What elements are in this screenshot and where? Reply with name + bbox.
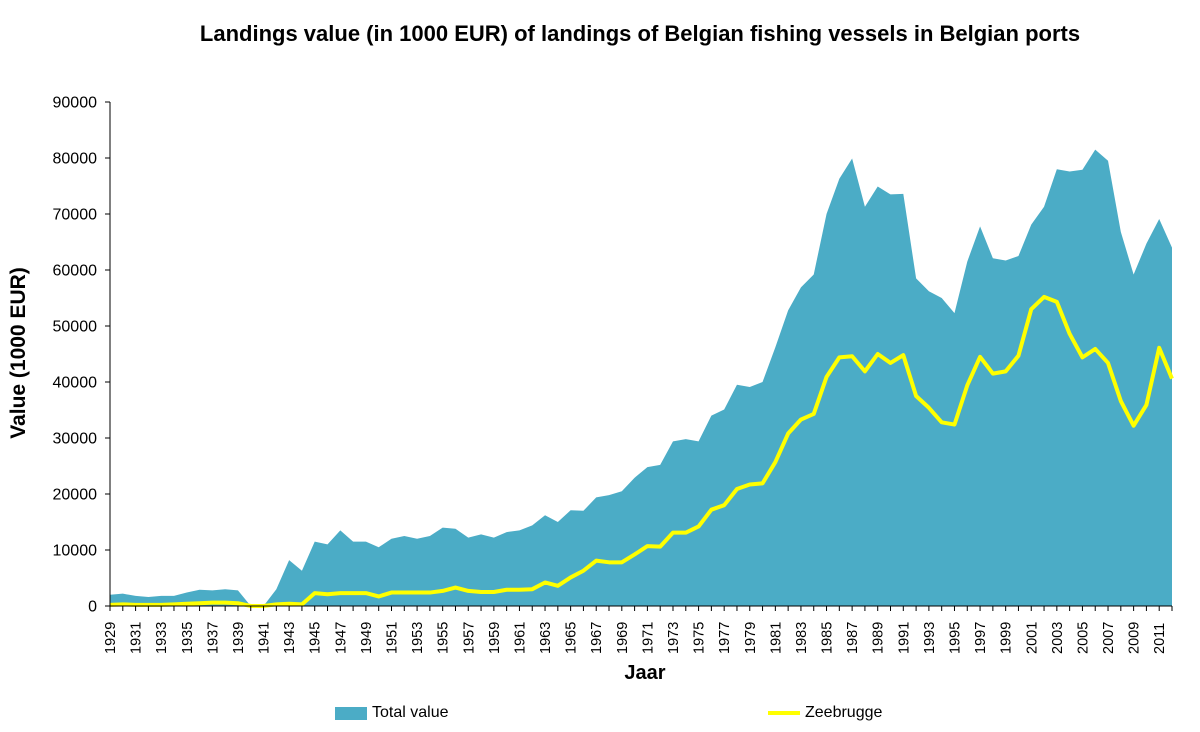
x-tick-label: 2003 bbox=[1050, 622, 1066, 654]
x-tick-label: 1941 bbox=[257, 622, 273, 654]
x-tick-label: 1937 bbox=[205, 622, 221, 654]
x-tick-label: 1935 bbox=[180, 622, 196, 654]
legend-label-total: Total value bbox=[372, 704, 449, 721]
x-axis-title: Jaar bbox=[624, 662, 665, 684]
x-tick-label: 1961 bbox=[512, 622, 528, 654]
x-tick-label: 1983 bbox=[794, 622, 810, 654]
legend-item-total: Total value bbox=[335, 704, 449, 722]
x-tick-label: 1965 bbox=[564, 622, 580, 654]
x-tick-label: 1981 bbox=[768, 622, 784, 654]
x-tick-label: 1949 bbox=[359, 622, 375, 654]
axes: 0 10000 20000 30000 40000 50000 60000 70000 8000… bbox=[53, 95, 1173, 654]
x-tick-label: 1969 bbox=[615, 622, 631, 654]
x-tick-label: 2009 bbox=[1127, 622, 1143, 654]
x-tick-label: 1945 bbox=[308, 622, 324, 654]
x-tick-label: 1929 bbox=[103, 622, 119, 654]
x-tick-label: 1939 bbox=[231, 622, 247, 654]
x-tick-label: 1991 bbox=[896, 622, 912, 654]
x-tick-label: 1959 bbox=[487, 622, 503, 654]
x-tick-label: 1985 bbox=[820, 622, 836, 654]
x-tick-label: 1977 bbox=[717, 622, 733, 654]
legend-label-zeebrugge: Zeebrugge bbox=[805, 704, 883, 721]
y-tick-label: 10000 bbox=[53, 543, 98, 560]
x-tick-label: 1989 bbox=[871, 622, 887, 654]
y-tick-label: 0 bbox=[88, 599, 97, 616]
x-tick-label: 2005 bbox=[1075, 622, 1091, 654]
chart-title: Landings value (in 1000 EUR) of landings… bbox=[199, 21, 1081, 46]
y-tick-label: 70000 bbox=[53, 207, 98, 224]
x-tick-label: 1943 bbox=[282, 622, 298, 654]
plot-area bbox=[109, 149, 1174, 608]
x-tick-label: 1971 bbox=[640, 622, 656, 654]
x-tick-label: 1955 bbox=[436, 622, 452, 654]
x-tick-label: 1999 bbox=[999, 622, 1015, 654]
legend-swatch-zeebrugge bbox=[768, 711, 800, 715]
x-tick-label: 1979 bbox=[743, 622, 759, 654]
x-tick-label: 1931 bbox=[129, 622, 145, 654]
x-tick-label: 1967 bbox=[589, 622, 605, 654]
x-tick-label: 1973 bbox=[666, 622, 682, 654]
x-tick-label: 2007 bbox=[1101, 622, 1117, 654]
legend-item-zeebrugge: Zeebrugge bbox=[768, 704, 882, 722]
series-zeebrugge-line bbox=[109, 294, 1174, 608]
x-tick-label: 2011 bbox=[1152, 623, 1168, 654]
x-tick-label: 1987 bbox=[845, 622, 861, 654]
x-tick-label: 1951 bbox=[384, 622, 400, 654]
x-tick-label: 1975 bbox=[692, 622, 708, 654]
x-tick-label: 1957 bbox=[461, 622, 477, 654]
x-tick-label: 2001 bbox=[1024, 622, 1040, 654]
x-tick-label: 1933 bbox=[154, 622, 170, 654]
x-tick-label: 1947 bbox=[333, 622, 349, 654]
y-axis-title: Value (1000 EUR) bbox=[7, 267, 30, 439]
x-tick-label: 1997 bbox=[973, 622, 989, 654]
legend-swatch-total bbox=[335, 706, 367, 720]
y-tick-label: 90000 bbox=[53, 95, 98, 112]
y-tick-label: 40000 bbox=[53, 375, 98, 392]
x-tick-label: 1993 bbox=[922, 622, 938, 654]
x-tick-label: 1953 bbox=[410, 622, 426, 654]
series-total-value-area bbox=[110, 149, 1172, 606]
x-tick-label: 1963 bbox=[538, 622, 554, 654]
y-tick-label: 30000 bbox=[53, 431, 98, 448]
y-tick-label: 80000 bbox=[53, 151, 98, 168]
y-tick-label: 20000 bbox=[53, 487, 98, 504]
x-tick-label: 1995 bbox=[947, 622, 963, 654]
legend: Total value Zeebrugge bbox=[0, 700, 1200, 730]
y-tick-label: 50000 bbox=[53, 319, 98, 336]
y-tick-label: 60000 bbox=[53, 263, 98, 280]
